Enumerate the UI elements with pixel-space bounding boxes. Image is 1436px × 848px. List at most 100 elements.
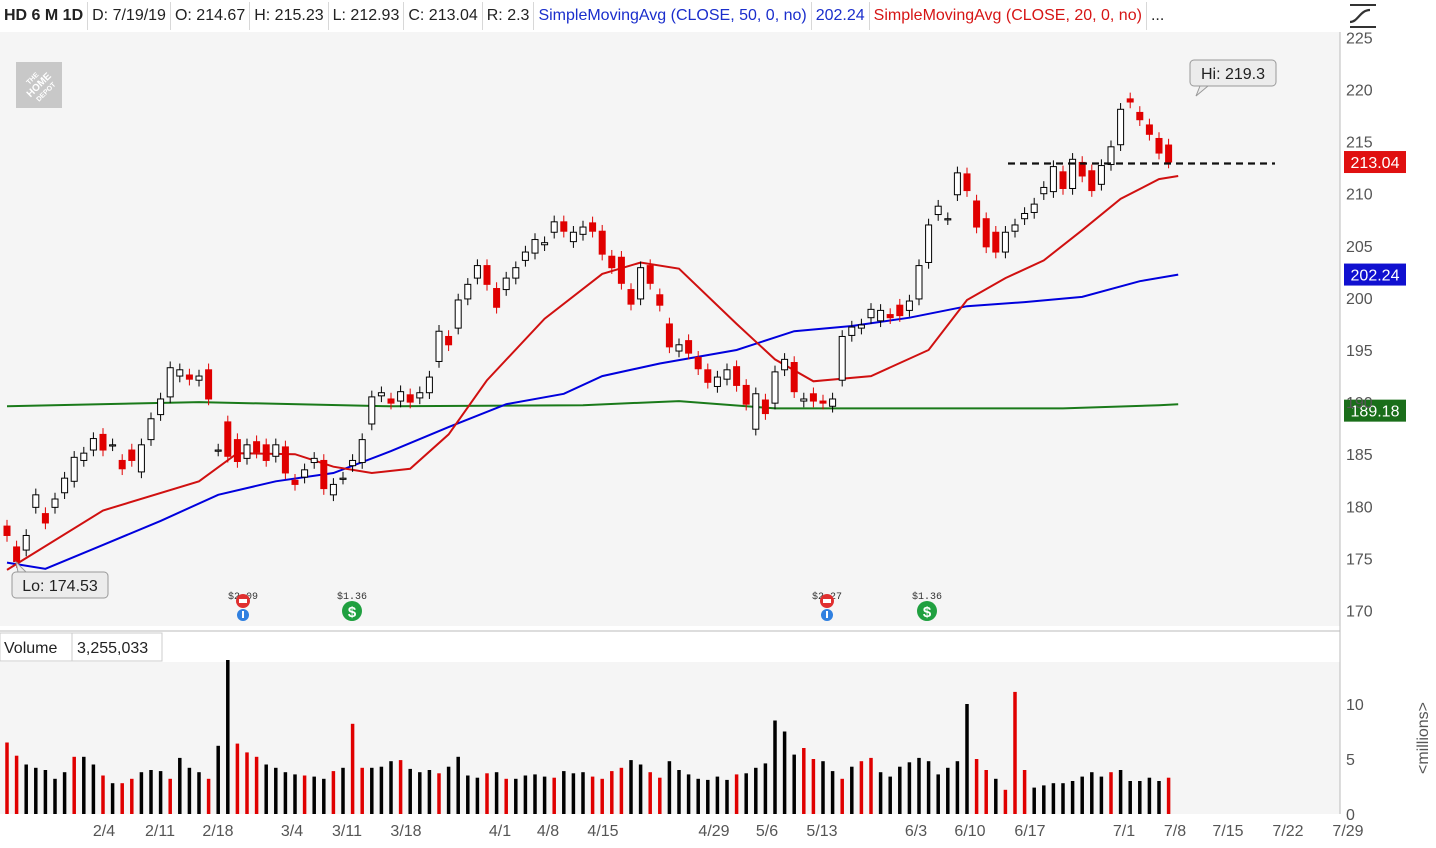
candle[interactable]: [608, 249, 616, 274]
candle[interactable]: [646, 259, 654, 290]
candle[interactable]: [377, 386, 385, 403]
candle[interactable]: [291, 473, 299, 491]
candle[interactable]: [713, 370, 721, 393]
candle[interactable]: [243, 438, 251, 465]
candle[interactable]: [1145, 118, 1153, 141]
candle[interactable]: [905, 294, 913, 317]
candle[interactable]: [944, 212, 952, 225]
candle[interactable]: [819, 394, 827, 410]
candle[interactable]: [953, 166, 961, 201]
candle[interactable]: [531, 233, 539, 260]
candle[interactable]: [483, 259, 491, 291]
candle[interactable]: [761, 393, 769, 420]
symbol-timeframe[interactable]: HD 6 M 1D: [0, 2, 89, 30]
volume-bars[interactable]: [5, 660, 1171, 814]
candle[interactable]: [205, 363, 213, 406]
candle[interactable]: [454, 293, 462, 335]
candle[interactable]: [781, 353, 789, 377]
candle[interactable]: [915, 259, 923, 306]
candle[interactable]: [416, 386, 424, 405]
candle[interactable]: [934, 199, 942, 221]
candle[interactable]: [70, 451, 78, 488]
candle[interactable]: [665, 317, 673, 354]
candle[interactable]: [233, 433, 241, 468]
candle[interactable]: [253, 435, 261, 459]
candle[interactable]: [1155, 132, 1163, 160]
earnings-marker[interactable]: $2.27: [812, 591, 842, 621]
candle[interactable]: [675, 338, 683, 358]
candle[interactable]: [1069, 153, 1077, 195]
candle[interactable]: [473, 259, 481, 285]
candle[interactable]: [41, 507, 49, 530]
candle[interactable]: [310, 452, 318, 469]
candle[interactable]: [397, 385, 405, 408]
candle[interactable]: [992, 226, 1000, 259]
candle[interactable]: [589, 216, 597, 238]
candle[interactable]: [1021, 207, 1029, 225]
candle[interactable]: [128, 443, 136, 467]
candle[interactable]: [963, 167, 971, 197]
candle[interactable]: [157, 392, 165, 421]
candle[interactable]: [867, 303, 875, 324]
candle[interactable]: [1117, 103, 1125, 151]
candle[interactable]: [51, 492, 59, 514]
candle[interactable]: [579, 220, 587, 241]
candle[interactable]: [329, 478, 337, 502]
dividend-marker[interactable]: $1.36$: [337, 591, 367, 621]
candle[interactable]: [790, 356, 798, 398]
candle[interactable]: [569, 226, 577, 248]
candle[interactable]: [349, 454, 357, 472]
candle[interactable]: [435, 324, 443, 368]
earnings-marker[interactable]: $2.09: [228, 591, 258, 621]
candle[interactable]: [521, 245, 529, 267]
candle[interactable]: [425, 370, 433, 399]
candle[interactable]: [733, 360, 741, 392]
candle[interactable]: [368, 390, 376, 431]
candle[interactable]: [281, 440, 289, 480]
sma50-study-label[interactable]: SimpleMovingAvg (CLOSE, 50, 0, no): [534, 2, 812, 30]
chart-style-icon[interactable]: [1346, 2, 1380, 30]
candle[interactable]: [982, 212, 990, 254]
candle[interactable]: [637, 261, 645, 306]
candle[interactable]: [502, 271, 510, 296]
candle[interactable]: [406, 388, 414, 409]
candle[interactable]: [848, 320, 856, 342]
candle[interactable]: [358, 433, 366, 469]
candles[interactable]: [3, 92, 1173, 568]
candle[interactable]: [598, 224, 606, 261]
candle[interactable]: [32, 488, 40, 514]
candle[interactable]: [1030, 197, 1038, 219]
candle[interactable]: [896, 298, 904, 322]
candle[interactable]: [627, 283, 635, 311]
candle[interactable]: [704, 363, 712, 389]
candle[interactable]: [301, 463, 309, 484]
candle[interactable]: [752, 387, 760, 436]
candle[interactable]: [857, 318, 865, 335]
candle[interactable]: [1049, 160, 1057, 198]
candle[interactable]: [99, 428, 107, 457]
candle[interactable]: [541, 236, 549, 252]
candle[interactable]: [723, 363, 731, 386]
candle[interactable]: [387, 392, 395, 410]
candle[interactable]: [80, 446, 88, 467]
sma20-study-label[interactable]: SimpleMovingAvg (CLOSE, 20, 0, no): [870, 2, 1147, 30]
candle[interactable]: [656, 288, 664, 312]
price-axis[interactable]: 225 220 215 210 205 200 195 190 185 180 175 170: [1346, 30, 1373, 620]
candle[interactable]: [1097, 159, 1105, 191]
candle[interactable]: [137, 438, 145, 479]
candle[interactable]: [464, 278, 472, 306]
candle[interactable]: [1059, 165, 1067, 195]
candle[interactable]: [224, 415, 232, 463]
candle[interactable]: [493, 282, 501, 314]
candle[interactable]: [685, 334, 693, 360]
time-axis[interactable]: 2/4 2/11 2/18 3/4 3/11 3/18 4/1 4/8 4/15 4/29 5/6 5…: [93, 823, 1364, 840]
candle[interactable]: [800, 392, 808, 408]
candle[interactable]: [185, 368, 193, 386]
candle[interactable]: [550, 215, 558, 239]
candle[interactable]: [1088, 164, 1096, 197]
candle[interactable]: [1136, 106, 1144, 126]
candle[interactable]: [809, 387, 817, 408]
candle[interactable]: [89, 432, 97, 457]
candle[interactable]: [147, 412, 155, 446]
